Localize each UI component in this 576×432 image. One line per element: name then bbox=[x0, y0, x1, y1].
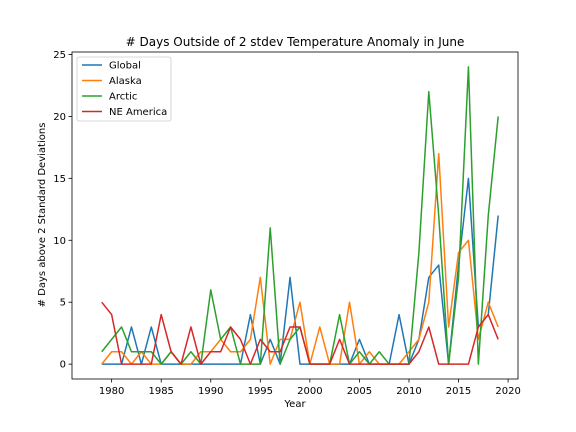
series-line-global bbox=[101, 177, 499, 365]
plot-lines bbox=[101, 66, 499, 365]
legend-label-global: Global bbox=[109, 61, 141, 72]
x-tick-label: 2015 bbox=[446, 386, 471, 397]
chart-title: # Days Outside of 2 stdev Temperature An… bbox=[126, 35, 465, 49]
legend-label-arctic: Arctic bbox=[109, 92, 137, 103]
x-tick-label: 1980 bbox=[99, 386, 124, 397]
legend-label-alaska: Alaska bbox=[109, 76, 142, 87]
series-line-ne-america bbox=[101, 301, 499, 365]
x-tick-label: 2020 bbox=[495, 386, 520, 397]
y-tick-label: 25 bbox=[53, 50, 66, 61]
x-tick-label: 2000 bbox=[297, 386, 322, 397]
y-tick-label: 15 bbox=[53, 174, 66, 185]
y-axis: 0 5 10 15 20 25 bbox=[53, 50, 72, 371]
y-tick-label: 10 bbox=[53, 236, 66, 247]
plot-frame bbox=[71, 51, 519, 380]
x-axis: 1980 1985 1990 1995 2000 2005 2010 2015 2020 bbox=[99, 379, 521, 397]
x-tick-label: 2010 bbox=[396, 386, 421, 397]
x-tick-label: 1990 bbox=[198, 386, 223, 397]
legend-label-ne-america: NE America bbox=[109, 107, 167, 118]
legend-box bbox=[76, 56, 172, 122]
y-axis-label: # Days above 2 Standard Deviations bbox=[37, 123, 48, 308]
x-tick-label: 1995 bbox=[248, 386, 273, 397]
y-tick-label: 0 bbox=[60, 360, 66, 371]
legend: Global Alaska Arctic NE America bbox=[76, 56, 172, 122]
x-tick-label: 2005 bbox=[347, 386, 372, 397]
x-axis-label: Year bbox=[283, 399, 306, 410]
y-tick-label: 5 bbox=[60, 298, 66, 309]
x-tick-label: 1985 bbox=[148, 386, 173, 397]
y-tick-label: 20 bbox=[53, 112, 66, 123]
